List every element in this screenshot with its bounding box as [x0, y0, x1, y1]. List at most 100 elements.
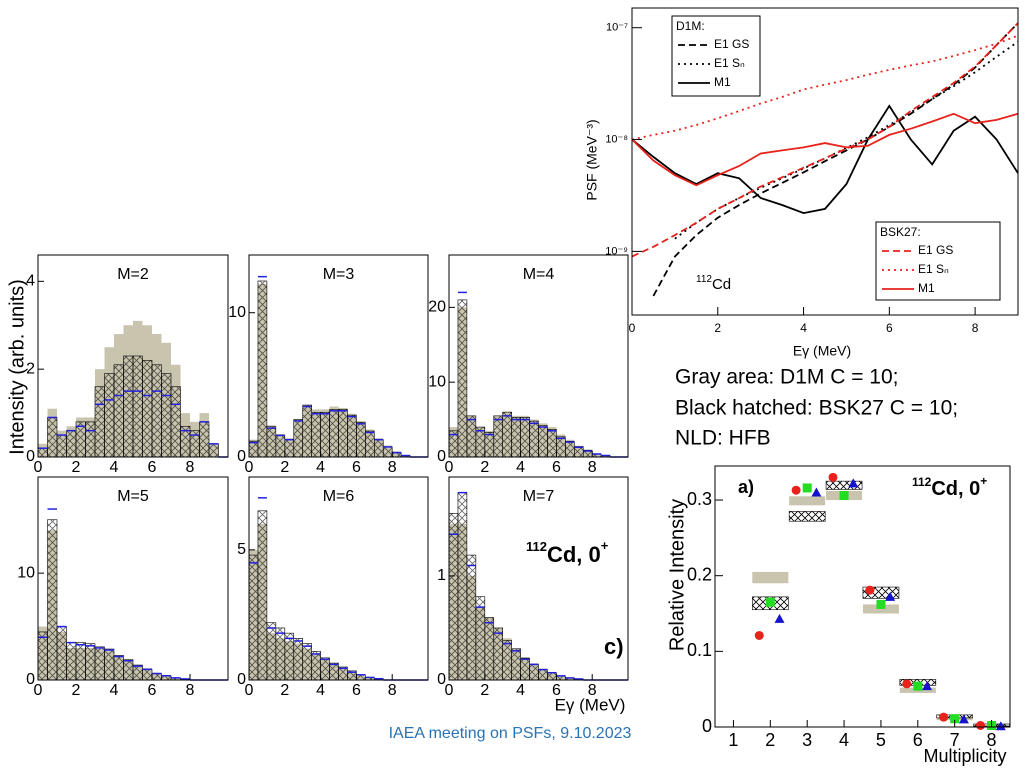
- panel-title: M=5: [117, 488, 149, 505]
- plot-frame: [714, 465, 1011, 728]
- x-tick-label: 6: [352, 682, 361, 699]
- x-tick-label: 2: [72, 682, 81, 699]
- x-tick-label: 2: [280, 459, 289, 476]
- marker: [950, 714, 960, 724]
- model-box: [752, 571, 789, 584]
- y-tick-label: 0: [237, 671, 246, 688]
- y-tick-label: 0: [26, 671, 35, 688]
- hatched-bin: [293, 419, 303, 458]
- hatched-bin: [493, 415, 503, 458]
- hatched-bin: [85, 643, 96, 681]
- y-tick-label: 0: [437, 448, 446, 465]
- hatched-bin: [199, 421, 210, 458]
- annotation: 112Cd, 0+: [526, 538, 609, 566]
- hatched-bin: [365, 430, 375, 458]
- legend-label: E1 Sₙ: [918, 262, 949, 276]
- y-tick-label: 5: [237, 541, 246, 558]
- hatched-bin: [293, 638, 303, 681]
- marker: [995, 721, 1006, 731]
- psf-curve: [632, 112, 1018, 187]
- x-tick-label: 5: [876, 730, 886, 750]
- x-tick-label: 8: [987, 730, 997, 750]
- x-tick-label: 2: [72, 459, 81, 476]
- note: Gray area: D1M C = 10;: [675, 366, 899, 389]
- hatched-bin: [329, 662, 339, 681]
- x-tick-label: 4: [110, 682, 119, 699]
- hatched-bin: [547, 672, 557, 681]
- x-tick-label: 0: [445, 682, 454, 699]
- x-tick-label: 0: [34, 459, 43, 476]
- hatched-bin: [529, 420, 539, 458]
- x-tick-label: 7: [950, 730, 960, 750]
- hatched-bin: [113, 655, 124, 681]
- x-tick-label: 2: [280, 682, 289, 699]
- marker: [848, 478, 859, 488]
- x-tick-label: 4: [516, 682, 525, 699]
- hatched-bin: [248, 554, 259, 681]
- y-tick-label: 10⁻⁷: [606, 22, 628, 34]
- x-axis-label: Eγ (MeV): [793, 343, 851, 359]
- hatched-bin: [142, 360, 153, 458]
- psf-curve: [652, 22, 1018, 297]
- panel-title: M=4: [523, 266, 555, 283]
- hatched-bin: [266, 426, 277, 458]
- x-tick-label: 2: [765, 730, 775, 750]
- hatched-bin: [302, 643, 312, 681]
- hatched-bin: [37, 447, 48, 458]
- legend-label: E1 GS: [918, 243, 953, 257]
- hatched-bin: [257, 510, 268, 681]
- hatched-bin: [248, 440, 259, 458]
- legend-box: [875, 221, 1001, 301]
- hatched-bin: [284, 632, 295, 681]
- marker: [958, 714, 969, 724]
- plot-frame: [631, 7, 1019, 316]
- hatched-bin: [311, 651, 321, 681]
- x-tick-label: 3: [802, 730, 812, 750]
- y-tick-label: 2: [26, 360, 35, 377]
- hatched-bin: [511, 648, 521, 681]
- hatched-bin: [338, 409, 348, 458]
- legend-title: D1M:: [676, 19, 705, 33]
- x-tick-label: 6: [552, 459, 561, 476]
- hatched-bin: [85, 421, 96, 458]
- hatched-bin: [466, 415, 477, 458]
- hatched-bin: [47, 417, 58, 458]
- legend-label: M1: [714, 75, 731, 89]
- x-tick-label: 8: [186, 459, 195, 476]
- hatched-bin: [275, 435, 286, 458]
- hatched-bin: [347, 414, 357, 458]
- footer: IAEA meeting on PSFs, 9.10.2023: [389, 725, 632, 742]
- x-tick-label: 1: [728, 730, 738, 750]
- marker: [885, 591, 896, 601]
- hatched-box: [825, 480, 863, 490]
- marker: [828, 472, 838, 482]
- hatched-bin: [448, 513, 459, 681]
- hatched-bin: [104, 373, 115, 458]
- y-tick-label: 20: [428, 299, 446, 316]
- hatched-bin: [538, 669, 548, 681]
- hatched-bin: [208, 443, 219, 458]
- x-tick-label: 8: [388, 459, 397, 476]
- x-tick-label: 2: [480, 682, 489, 699]
- hatched-bin: [466, 554, 477, 681]
- hatched-bin: [520, 417, 530, 458]
- hatched-bin: [511, 417, 521, 458]
- y-tick-label: 0: [26, 448, 35, 465]
- hatched-bin: [132, 664, 143, 681]
- panel-frame: [248, 254, 429, 458]
- legend-label: E1 Sₙ: [714, 56, 745, 70]
- x-tick-label: 4: [516, 459, 525, 476]
- hatched-bin: [547, 429, 557, 458]
- panel-title: M=3: [323, 266, 355, 283]
- y-tick-label: 0.3: [687, 489, 712, 509]
- hatched-bin: [170, 386, 181, 458]
- panel-frame: [248, 476, 429, 681]
- hatched-bin: [320, 411, 330, 458]
- hatched-bin: [266, 622, 277, 681]
- hatched-bin: [161, 373, 172, 458]
- hatched-bin: [104, 648, 115, 681]
- hatched-bin: [356, 422, 366, 458]
- y-tick-label: 1: [437, 567, 446, 584]
